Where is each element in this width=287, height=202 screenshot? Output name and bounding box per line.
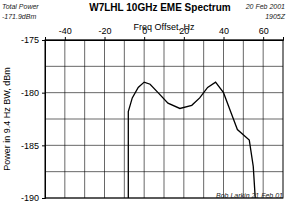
x-tick-mark bbox=[105, 37, 106, 40]
grid-line bbox=[64, 40, 65, 198]
y-tick-label: -185 bbox=[21, 141, 39, 151]
annotation: 1905Z bbox=[265, 13, 286, 20]
x-tick-mark bbox=[184, 37, 185, 40]
y-tick-mark bbox=[42, 40, 45, 41]
minor-grid-line bbox=[45, 66, 283, 67]
grid-line bbox=[183, 40, 184, 198]
y-tick-label: -175 bbox=[21, 35, 39, 45]
y-tick: -180 bbox=[21, 88, 45, 98]
x-tick-label: 40 bbox=[219, 26, 229, 36]
x-tick-label: 60 bbox=[259, 26, 269, 36]
y-tick-mark bbox=[42, 93, 45, 94]
annotation: Total Power bbox=[2, 3, 39, 10]
x-tick: 40 bbox=[219, 26, 229, 40]
x-axis-title: Freq Offset, Hz bbox=[134, 22, 195, 32]
y-tick-mark bbox=[42, 145, 45, 146]
plot-area bbox=[128, 82, 255, 198]
annotation: Bob Larkin 21 Feb 01 bbox=[216, 192, 283, 199]
grid-line bbox=[144, 40, 145, 198]
x-tick-mark bbox=[65, 37, 66, 40]
grid-line bbox=[45, 145, 283, 146]
grid-line bbox=[263, 40, 264, 198]
y-axis-line bbox=[42, 41, 46, 199]
x-tick-label: -20 bbox=[98, 26, 111, 36]
chart: -40-200204060-190-185-180-175W7LHL 10GHz… bbox=[0, 0, 287, 202]
x-tick-mark bbox=[263, 37, 264, 40]
grid-line bbox=[223, 40, 224, 198]
x-tick: 60 bbox=[259, 26, 269, 40]
plot-frame bbox=[45, 40, 283, 198]
y-tick: -175 bbox=[21, 35, 45, 45]
y-tick: -190 bbox=[21, 193, 45, 202]
annotation: 20 Feb 2001 bbox=[245, 3, 285, 10]
minor-grid-line bbox=[45, 171, 283, 172]
x-tick-mark bbox=[144, 37, 145, 40]
x-axis-line bbox=[46, 37, 284, 41]
minor-grid-line bbox=[45, 119, 283, 120]
x-tick-mark bbox=[224, 37, 225, 40]
y-tick: -185 bbox=[21, 141, 45, 151]
grid-line bbox=[45, 92, 283, 93]
y-tick-label: -180 bbox=[21, 88, 39, 98]
grid-line bbox=[104, 40, 105, 198]
grid bbox=[45, 40, 283, 198]
x-tick: -40 bbox=[59, 26, 72, 40]
y-tick-label: -190 bbox=[21, 193, 39, 202]
spectrum-line bbox=[128, 82, 255, 198]
x-tick: -20 bbox=[98, 26, 111, 40]
y-axis: -190 -185 -180 -175 bbox=[21, 35, 46, 202]
title: W7LHL 10GHz EME Spectrum bbox=[89, 2, 231, 13]
y-axis-title: Power in 9.4 Hz BW, dBm bbox=[2, 67, 12, 171]
x-tick-label: -40 bbox=[59, 26, 72, 36]
y-tick-mark bbox=[42, 198, 45, 199]
annotation: -171.9dBm bbox=[2, 13, 36, 20]
